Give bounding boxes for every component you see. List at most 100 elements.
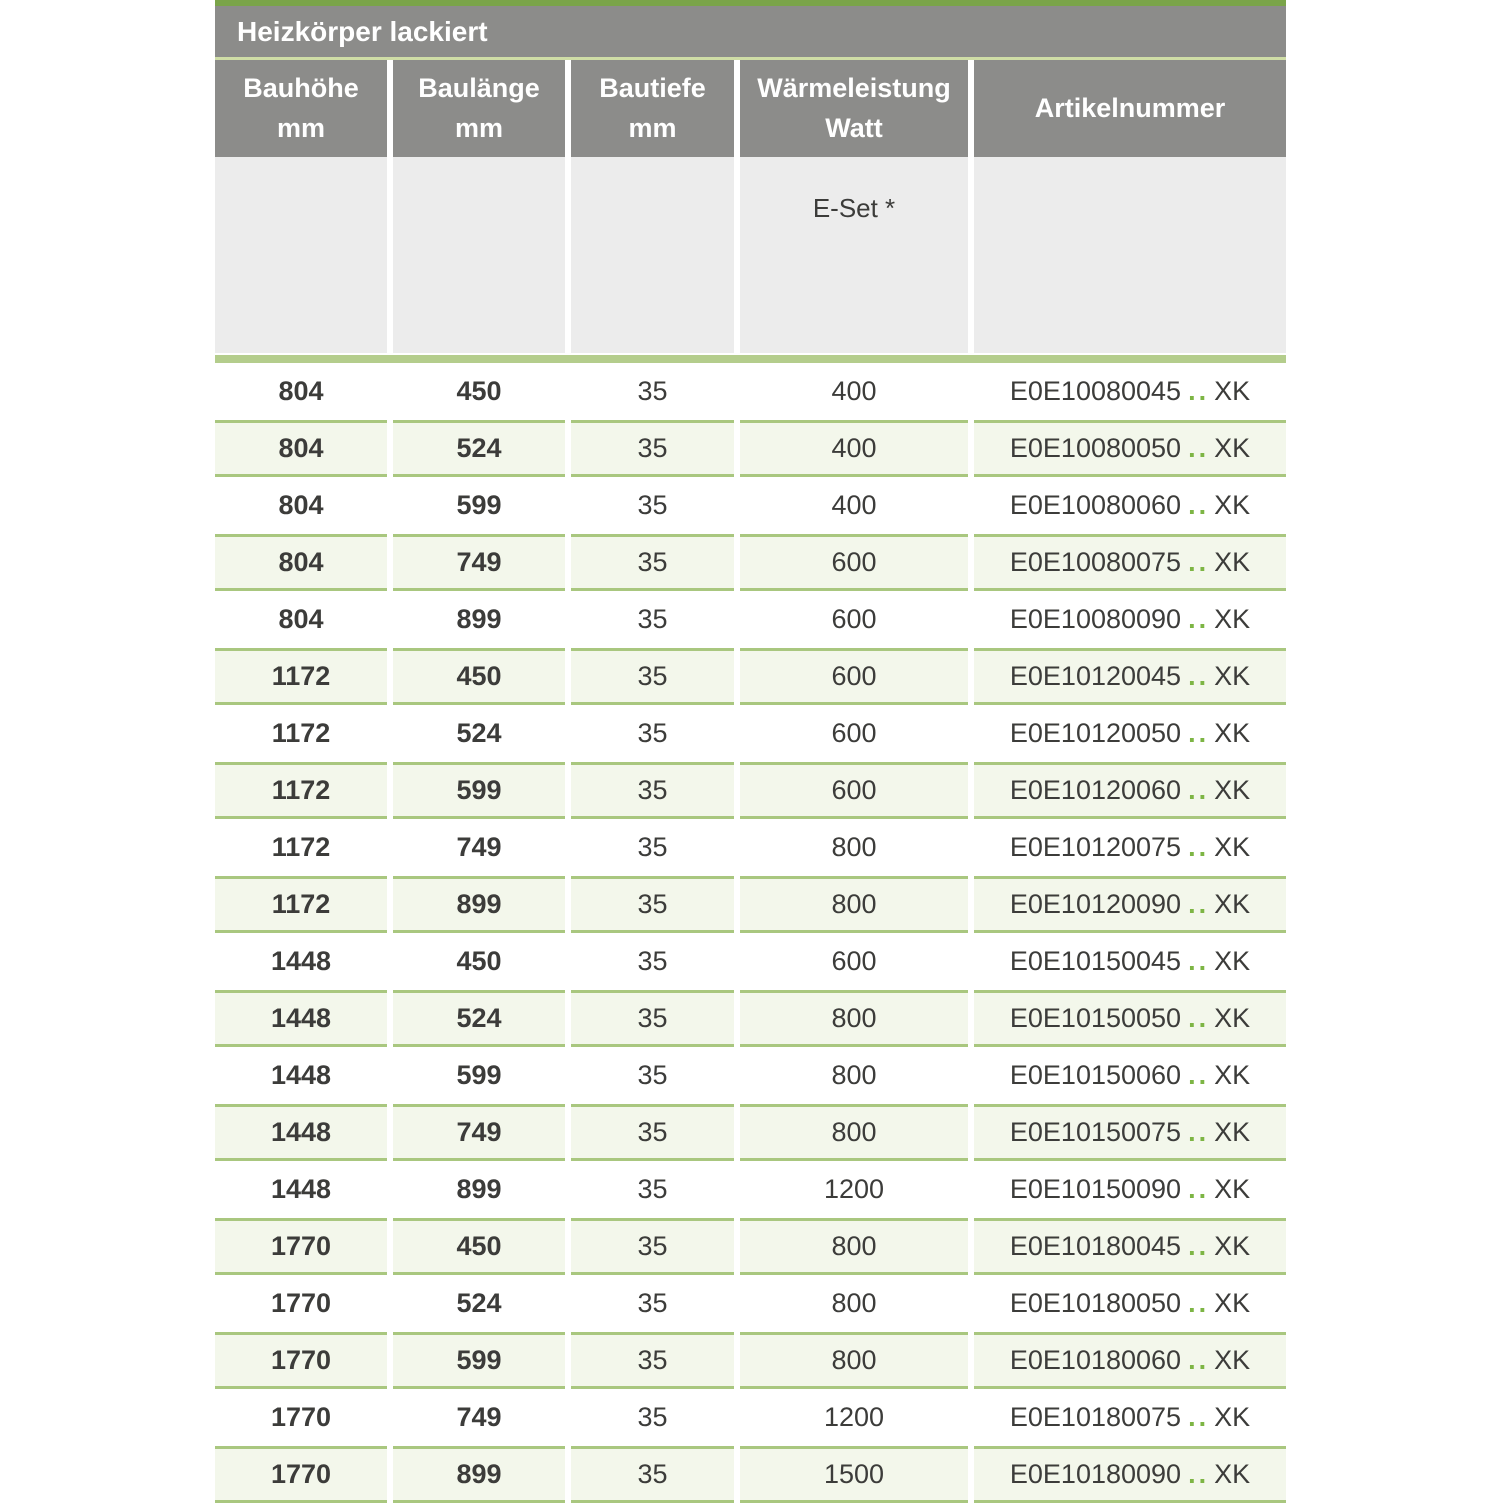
cell-artikelnummer: E0E10120050 .. XK: [974, 705, 1286, 762]
column-header-waermeleistung: Wärmeleistung Watt: [740, 60, 968, 157]
cell-artikelnummer: E0E10180060 .. XK: [974, 1332, 1286, 1389]
cell-baulaenge: 899: [393, 1446, 565, 1503]
cell-bautiefe: 35: [571, 1218, 734, 1275]
cell-baulaenge: 524: [393, 990, 565, 1047]
cell-bauhoehe: 1770: [215, 1218, 387, 1275]
column-header-unit: mm: [454, 112, 503, 143]
cell-baulaenge: 450: [393, 1218, 565, 1275]
table-row: 1172 599 35 600 E0E10120060 .. XK: [215, 762, 1286, 819]
artikel-suffix: XK: [1214, 718, 1251, 748]
cell-bauhoehe: 1172: [215, 648, 387, 705]
table-row: 804 899 35 600 E0E10080090 .. XK: [215, 591, 1286, 648]
artikel-prefix: E0E10180090: [1009, 1459, 1182, 1489]
column-header-bautiefe: Bautiefe mm: [571, 60, 734, 157]
cell-baulaenge: 599: [393, 762, 565, 819]
table-row: 1770 899 35 1500 E0E10180090 .. XK: [215, 1446, 1286, 1503]
column-header-artikelnummer: Artikelnummer: [974, 60, 1286, 157]
artikel-dots: ..: [1188, 433, 1210, 463]
spec-table: Heizkörper lackiert Bauhöhe mm Baulänge …: [215, 0, 1286, 1503]
cell-bautiefe: 35: [571, 990, 734, 1047]
cell-bautiefe: 35: [571, 762, 734, 819]
artikel-dots: ..: [1188, 1345, 1210, 1375]
cell-baulaenge: 899: [393, 876, 565, 933]
artikel-dots: ..: [1188, 661, 1210, 691]
column-header-unit: mm: [276, 112, 325, 143]
artikel-prefix: E0E10080050: [1009, 433, 1182, 463]
artikel-suffix: XK: [1214, 1231, 1251, 1261]
artikel-dots: ..: [1188, 547, 1210, 577]
cell-baulaenge: 749: [393, 1104, 565, 1161]
cell-artikelnummer: E0E10120090 .. XK: [974, 876, 1286, 933]
top-accent-bar: [215, 0, 1286, 6]
cell-bauhoehe: 804: [215, 534, 387, 591]
cell-baulaenge: 599: [393, 1332, 565, 1389]
cell-waermeleistung: 800: [740, 1218, 968, 1275]
cell-bautiefe: 35: [571, 933, 734, 990]
cell-bauhoehe: 804: [215, 363, 387, 420]
column-header-unit: Watt: [825, 112, 883, 143]
subheader-cell-artikelnummer: [974, 157, 1286, 353]
cell-bauhoehe: 1172: [215, 705, 387, 762]
table-row: 1172 450 35 600 E0E10120045 .. XK: [215, 648, 1286, 705]
table-row: 1172 899 35 800 E0E10120090 .. XK: [215, 876, 1286, 933]
table-row: 804 599 35 400 E0E10080060 .. XK: [215, 477, 1286, 534]
artikel-dots: ..: [1188, 1402, 1210, 1432]
cell-artikelnummer: E0E10180050 .. XK: [974, 1275, 1286, 1332]
artikel-suffix: XK: [1214, 889, 1251, 919]
cell-bautiefe: 35: [571, 363, 734, 420]
cell-waermeleistung: 600: [740, 591, 968, 648]
artikel-dots: ..: [1188, 1288, 1210, 1318]
cell-waermeleistung: 1200: [740, 1161, 968, 1218]
column-header-unit: mm: [628, 112, 677, 143]
cell-waermeleistung: 1500: [740, 1446, 968, 1503]
cell-waermeleistung: 600: [740, 648, 968, 705]
artikel-prefix: E0E10120050: [1009, 718, 1182, 748]
cell-waermeleistung: 800: [740, 990, 968, 1047]
table-row: 1770 524 35 800 E0E10180050 .. XK: [215, 1275, 1286, 1332]
artikel-dots: ..: [1188, 775, 1210, 805]
cell-bauhoehe: 1448: [215, 990, 387, 1047]
artikel-dots: ..: [1188, 1174, 1210, 1204]
title-divider-line: [215, 57, 1286, 60]
artikel-prefix: E0E10150090: [1009, 1174, 1182, 1204]
artikel-prefix: E0E10150060: [1009, 1060, 1182, 1090]
cell-artikelnummer: E0E10180075 .. XK: [974, 1389, 1286, 1446]
table-row: 1770 450 35 800 E0E10180045 .. XK: [215, 1218, 1286, 1275]
artikel-prefix: E0E10150045: [1009, 946, 1182, 976]
cell-waermeleistung: 600: [740, 534, 968, 591]
cell-bauhoehe: 1770: [215, 1389, 387, 1446]
artikel-prefix: E0E10150050: [1009, 1003, 1182, 1033]
cell-bautiefe: 35: [571, 1104, 734, 1161]
cell-bauhoehe: 1172: [215, 819, 387, 876]
cell-bauhoehe: 1448: [215, 1047, 387, 1104]
table-body: 804 450 35 400 E0E10080045 .. XK 804 524…: [215, 363, 1286, 1503]
cell-baulaenge: 899: [393, 591, 565, 648]
table-row: 1770 749 35 1200 E0E10180075 .. XK: [215, 1389, 1286, 1446]
table-row: 804 524 35 400 E0E10080050 .. XK: [215, 420, 1286, 477]
table-row: 1172 524 35 600 E0E10120050 .. XK: [215, 705, 1286, 762]
cell-bauhoehe: 1770: [215, 1275, 387, 1332]
cell-waermeleistung: 400: [740, 477, 968, 534]
cell-baulaenge: 599: [393, 1047, 565, 1104]
cell-bautiefe: 35: [571, 420, 734, 477]
cell-artikelnummer: E0E10080045 .. XK: [974, 363, 1286, 420]
cell-bauhoehe: 804: [215, 591, 387, 648]
table-row: 804 749 35 600 E0E10080075 .. XK: [215, 534, 1286, 591]
cell-bauhoehe: 804: [215, 477, 387, 534]
cell-waermeleistung: 800: [740, 819, 968, 876]
cell-artikelnummer: E0E10150050 .. XK: [974, 990, 1286, 1047]
cell-artikelnummer: E0E10150060 .. XK: [974, 1047, 1286, 1104]
cell-bauhoehe: 1172: [215, 876, 387, 933]
cell-bautiefe: 35: [571, 591, 734, 648]
cell-artikelnummer: E0E10120075 .. XK: [974, 819, 1286, 876]
cell-artikelnummer: E0E10150075 .. XK: [974, 1104, 1286, 1161]
cell-bauhoehe: 1770: [215, 1332, 387, 1389]
artikel-suffix: XK: [1214, 1003, 1251, 1033]
column-header-label: Artikelnummer: [1034, 92, 1226, 123]
cell-artikelnummer: E0E10080090 .. XK: [974, 591, 1286, 648]
cell-baulaenge: 899: [393, 1161, 565, 1218]
header-separator-bar: [215, 355, 1286, 363]
column-header-label: Baulänge: [418, 73, 540, 104]
subheader-gap: [215, 353, 1286, 355]
table-row: 1172 749 35 800 E0E10120075 .. XK: [215, 819, 1286, 876]
